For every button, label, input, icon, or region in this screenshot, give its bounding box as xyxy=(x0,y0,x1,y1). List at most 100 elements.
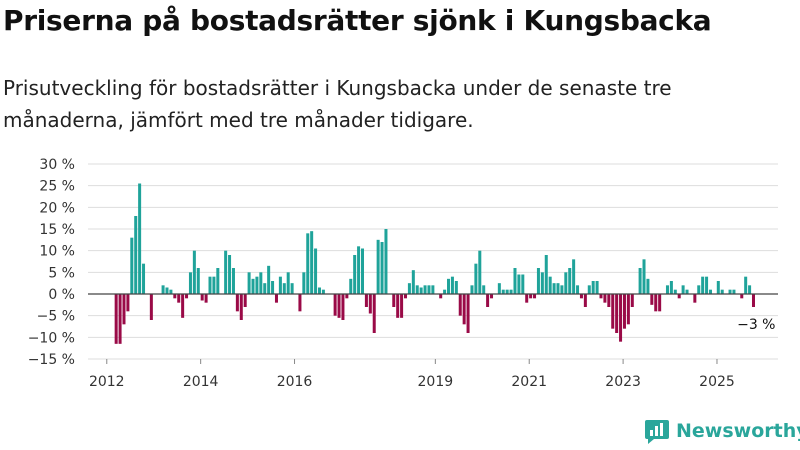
bar xyxy=(384,229,388,294)
y-tick-label: 0 % xyxy=(48,287,75,303)
bar xyxy=(525,294,529,303)
bar xyxy=(462,294,466,325)
bar xyxy=(486,294,490,307)
bar xyxy=(665,285,669,294)
bar xyxy=(286,272,290,294)
bar xyxy=(630,294,634,307)
bar xyxy=(454,281,458,294)
bar xyxy=(642,259,646,294)
bar xyxy=(697,285,701,294)
bar xyxy=(505,289,509,294)
bar xyxy=(501,289,505,294)
bar xyxy=(533,294,537,299)
bar xyxy=(196,268,200,294)
y-tick-label: −10 % xyxy=(28,330,75,346)
y-tick-label: −15 % xyxy=(28,352,75,368)
bar xyxy=(302,272,306,294)
bar xyxy=(208,276,212,294)
bar xyxy=(529,294,533,299)
x-tick-label: 2023 xyxy=(605,374,641,390)
bar xyxy=(728,289,732,294)
bar xyxy=(298,294,302,312)
bar xyxy=(509,289,513,294)
bar xyxy=(572,259,576,294)
bar xyxy=(192,250,196,294)
bar xyxy=(278,276,282,294)
bar xyxy=(622,294,626,329)
bar xyxy=(685,289,689,294)
x-tick-label: 2021 xyxy=(511,374,547,390)
bar xyxy=(591,281,595,294)
bar xyxy=(450,276,454,294)
bar xyxy=(638,268,642,294)
bar xyxy=(271,281,275,294)
bar xyxy=(224,250,228,294)
bar xyxy=(263,283,267,294)
bar xyxy=(708,289,712,294)
bar xyxy=(212,276,216,294)
bar xyxy=(654,294,658,312)
bar xyxy=(337,294,341,318)
bar xyxy=(235,294,239,312)
bar xyxy=(423,285,427,294)
bar xyxy=(404,294,408,299)
bar xyxy=(443,289,447,294)
bar xyxy=(169,289,173,294)
bar xyxy=(595,281,599,294)
bar xyxy=(673,289,677,294)
bar xyxy=(658,294,662,312)
bar xyxy=(744,276,748,294)
bar xyxy=(415,285,419,294)
bar xyxy=(118,294,122,344)
bar xyxy=(552,283,556,294)
bar xyxy=(705,276,709,294)
bar xyxy=(626,294,630,325)
bar xyxy=(349,278,353,294)
bar xyxy=(478,250,482,294)
bar xyxy=(142,263,146,294)
bar xyxy=(360,248,364,294)
bar xyxy=(548,276,552,294)
bar xyxy=(587,285,591,294)
bar xyxy=(474,263,478,294)
bar xyxy=(306,233,310,294)
y-tick-label: 20 % xyxy=(39,200,75,216)
bar xyxy=(188,272,192,294)
bar xyxy=(544,255,548,294)
bar xyxy=(333,294,337,316)
bar xyxy=(466,294,470,333)
bar xyxy=(607,294,611,307)
bar xyxy=(368,294,372,314)
bar xyxy=(615,294,619,333)
bar xyxy=(447,278,451,294)
bar xyxy=(560,285,564,294)
bar xyxy=(239,294,243,320)
bar xyxy=(751,294,755,307)
chart-subtitle: Prisutveckling för bostadsrätter i Kungs… xyxy=(3,76,672,132)
bar xyxy=(419,287,423,294)
x-tick-label: 2019 xyxy=(418,374,454,390)
bar xyxy=(138,183,142,294)
bar xyxy=(255,276,259,294)
bar xyxy=(521,274,525,294)
bar xyxy=(603,294,607,303)
bar xyxy=(380,242,384,294)
y-tick-label: 25 % xyxy=(39,179,75,195)
bar xyxy=(243,294,247,307)
bar xyxy=(130,237,134,294)
bar xyxy=(619,294,623,342)
bar xyxy=(513,268,517,294)
bar xyxy=(251,278,255,294)
bar xyxy=(317,287,321,294)
bar xyxy=(165,287,169,294)
bar xyxy=(321,289,325,294)
bar xyxy=(181,294,185,318)
bar xyxy=(364,294,368,307)
bar xyxy=(431,285,435,294)
bar xyxy=(732,289,736,294)
bar xyxy=(314,248,318,294)
last-value-annotation: −3 % xyxy=(737,317,775,333)
bar xyxy=(185,294,189,299)
x-tick-label: 2025 xyxy=(699,374,735,390)
bar xyxy=(200,294,204,301)
